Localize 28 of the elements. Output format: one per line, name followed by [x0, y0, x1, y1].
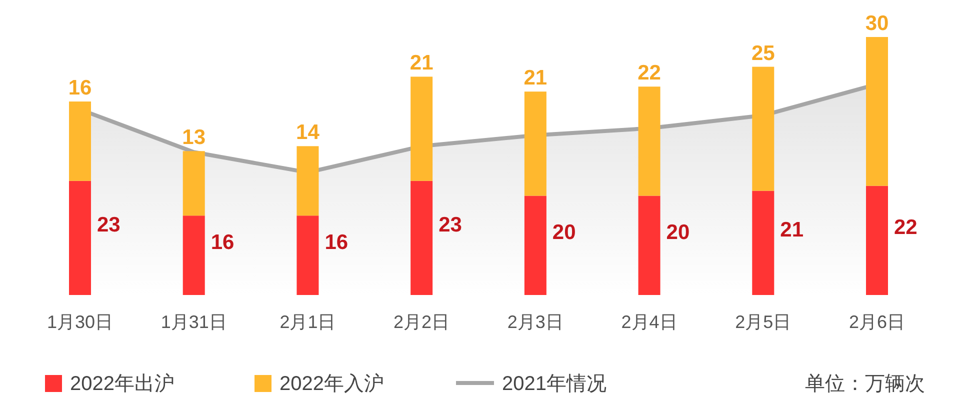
data-label: 22	[638, 62, 661, 85]
x-tick-label: 2月1日	[280, 312, 336, 332]
x-tick-label: 2月2日	[394, 312, 450, 332]
x-tick-label: 1月31日	[160, 312, 227, 332]
data-label: 22	[894, 216, 918, 239]
x-tick-label: 2月6日	[848, 312, 906, 332]
data-label: 21	[780, 218, 804, 242]
data-label: 30	[865, 12, 889, 35]
x-tick-label: 2月5日	[735, 312, 792, 332]
x-tick-label: 1月30日	[46, 312, 114, 332]
data-label: 25	[751, 42, 776, 65]
legend-label: 2022年出沪	[70, 372, 174, 395]
data-label: 21	[410, 52, 434, 75]
data-label: 13	[182, 126, 206, 150]
x-tick-label: 2月4日	[621, 312, 678, 332]
data-label: 23	[97, 213, 120, 236]
data-label: 16	[68, 76, 92, 100]
data-label: 23	[438, 213, 462, 236]
data-label: 16	[210, 230, 234, 254]
x-tick-label: 2月3日	[507, 312, 564, 332]
data-label: 20	[552, 220, 576, 244]
data-label: 14	[296, 121, 320, 144]
data-label: 21	[524, 66, 548, 90]
legend-label: 2022年入沪	[280, 372, 384, 395]
data-label: 16	[324, 230, 348, 254]
legend-label: 2021年情况	[502, 373, 606, 395]
data-label: 20	[666, 220, 690, 244]
text: 单位：万辆次	[805, 373, 925, 395]
